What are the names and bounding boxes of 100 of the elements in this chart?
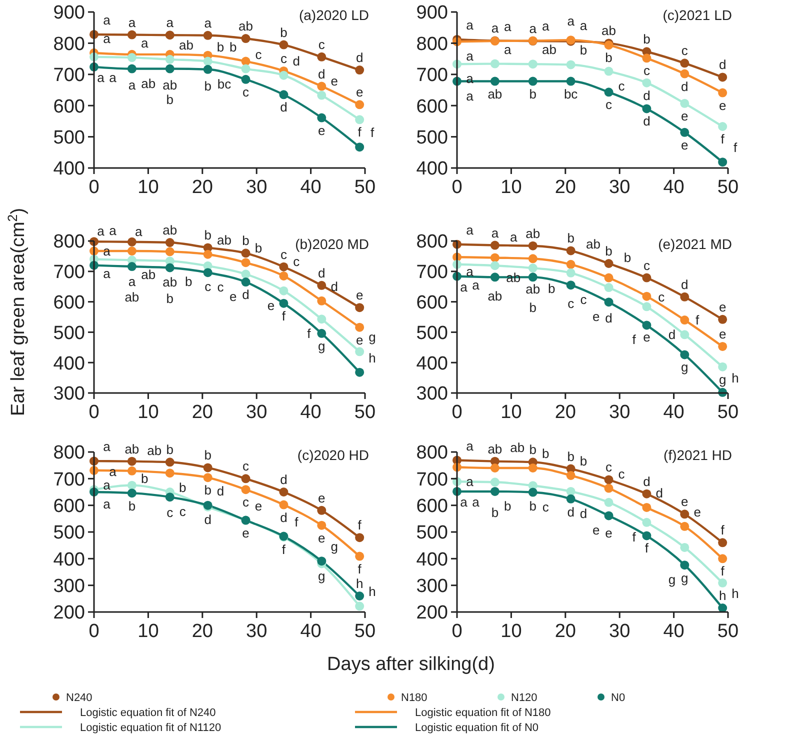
- data-label: b: [128, 498, 136, 514]
- y-tick-label: 400: [416, 549, 448, 570]
- point: [165, 468, 174, 478]
- point: [528, 76, 538, 86]
- point: [718, 122, 728, 132]
- point: [528, 464, 538, 472]
- y-tick-label: 600: [53, 292, 85, 314]
- data-label: e: [681, 494, 688, 510]
- x-tick-label: 50: [354, 621, 376, 642]
- x-tick-label: 0: [452, 402, 462, 423]
- point: [566, 76, 576, 86]
- point: [604, 258, 614, 268]
- data-label: a: [504, 19, 512, 34]
- chart-title: (c)2021 LD: [662, 7, 732, 23]
- data-label: a: [466, 48, 474, 64]
- y-tick-label: 400: [53, 549, 85, 570]
- data-label: d: [280, 472, 288, 487]
- point: [718, 538, 728, 548]
- y-tick-label: 700: [416, 262, 448, 284]
- point: [165, 458, 174, 467]
- point: [127, 456, 136, 466]
- data-label: e: [592, 522, 600, 538]
- data-label: ab: [162, 77, 178, 92]
- data-label: f: [720, 132, 725, 147]
- data-label: c: [204, 278, 212, 294]
- data-label: a: [466, 264, 474, 280]
- legend-label: Logistic equation fit of N240: [80, 706, 216, 719]
- y-tick-label: 800: [53, 442, 85, 464]
- data-label: d: [656, 485, 664, 500]
- data-label: e: [229, 289, 237, 304]
- x-tick-label: 50: [717, 177, 739, 198]
- y-tick-label: 300: [416, 576, 448, 597]
- y-tick-label: 600: [416, 292, 448, 314]
- data-label: b: [204, 228, 212, 243]
- data-label: a: [103, 496, 112, 512]
- data-label: ab: [542, 42, 557, 58]
- data-label: ab: [602, 23, 616, 38]
- point: [680, 98, 690, 108]
- data-label: bc: [217, 76, 232, 92]
- data-label: c: [643, 258, 650, 273]
- point: [203, 463, 212, 472]
- data-label: b: [605, 243, 612, 258]
- data-label: a: [103, 439, 112, 454]
- data-label: b: [643, 32, 650, 47]
- point: [165, 247, 174, 256]
- data-label: f: [358, 124, 362, 140]
- point: [604, 498, 614, 507]
- y-tick-label: 600: [53, 96, 85, 118]
- data-label: a: [135, 224, 144, 239]
- point: [680, 69, 690, 78]
- point: [680, 560, 690, 570]
- x-tick-label: 20: [554, 621, 576, 642]
- point: [127, 30, 136, 40]
- data-label: d: [718, 57, 726, 72]
- x-tick-label: 30: [246, 402, 268, 423]
- data-label: d: [681, 78, 688, 94]
- data-label: a: [128, 14, 136, 30]
- x-tick-label: 0: [88, 621, 100, 642]
- data-label: c: [681, 43, 688, 58]
- point: [355, 322, 364, 332]
- data-label: ab: [141, 76, 156, 91]
- data-label: d: [356, 50, 364, 66]
- point: [317, 90, 326, 100]
- point: [490, 272, 500, 282]
- x-tick-label: 10: [500, 402, 522, 423]
- point: [642, 502, 652, 512]
- data-label: e: [605, 525, 612, 540]
- data-label: d: [318, 66, 326, 82]
- point: [680, 350, 690, 360]
- y-tick-label: 800: [53, 232, 85, 253]
- data-label: c: [242, 494, 250, 510]
- point: [203, 473, 212, 482]
- point: [490, 253, 500, 262]
- data-label: b: [204, 482, 212, 498]
- x-tick-label: 30: [609, 621, 630, 642]
- data-label: a: [103, 266, 112, 282]
- data-label: a: [491, 225, 500, 240]
- x-tick-label: 50: [717, 402, 739, 423]
- point: [604, 511, 614, 520]
- data-label: d: [643, 88, 650, 103]
- point: [317, 520, 326, 530]
- point: [127, 237, 136, 246]
- data-label: c: [255, 46, 262, 62]
- data-label: f: [282, 542, 286, 558]
- y-tick-label: 600: [416, 96, 448, 118]
- data-label: ab: [124, 290, 140, 305]
- point: [680, 292, 690, 302]
- legend-label: N240: [66, 692, 92, 704]
- data-label: h: [732, 370, 739, 386]
- point: [241, 56, 250, 66]
- data-label: d: [280, 510, 288, 525]
- point: [279, 40, 288, 50]
- point: [241, 248, 250, 258]
- point: [490, 464, 500, 472]
- data-label: e: [681, 108, 688, 124]
- chart-title: (e)2021 MD: [658, 236, 732, 252]
- point: [355, 347, 364, 356]
- point: [241, 270, 250, 279]
- point: [718, 158, 728, 167]
- legend-label: N180: [401, 692, 428, 704]
